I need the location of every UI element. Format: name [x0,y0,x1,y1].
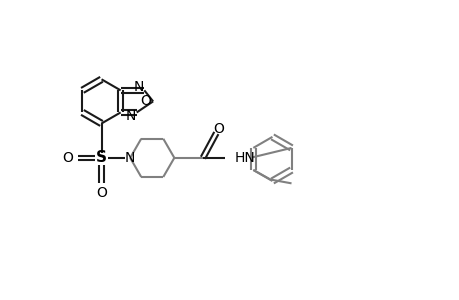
Text: HN: HN [234,151,255,165]
Text: N: N [125,151,135,165]
Text: O: O [213,122,224,136]
Text: N: N [126,109,136,123]
Text: S: S [96,150,107,165]
Text: N: N [133,80,144,94]
Text: O: O [140,94,151,108]
Text: O: O [96,186,107,200]
Text: O: O [62,151,73,165]
